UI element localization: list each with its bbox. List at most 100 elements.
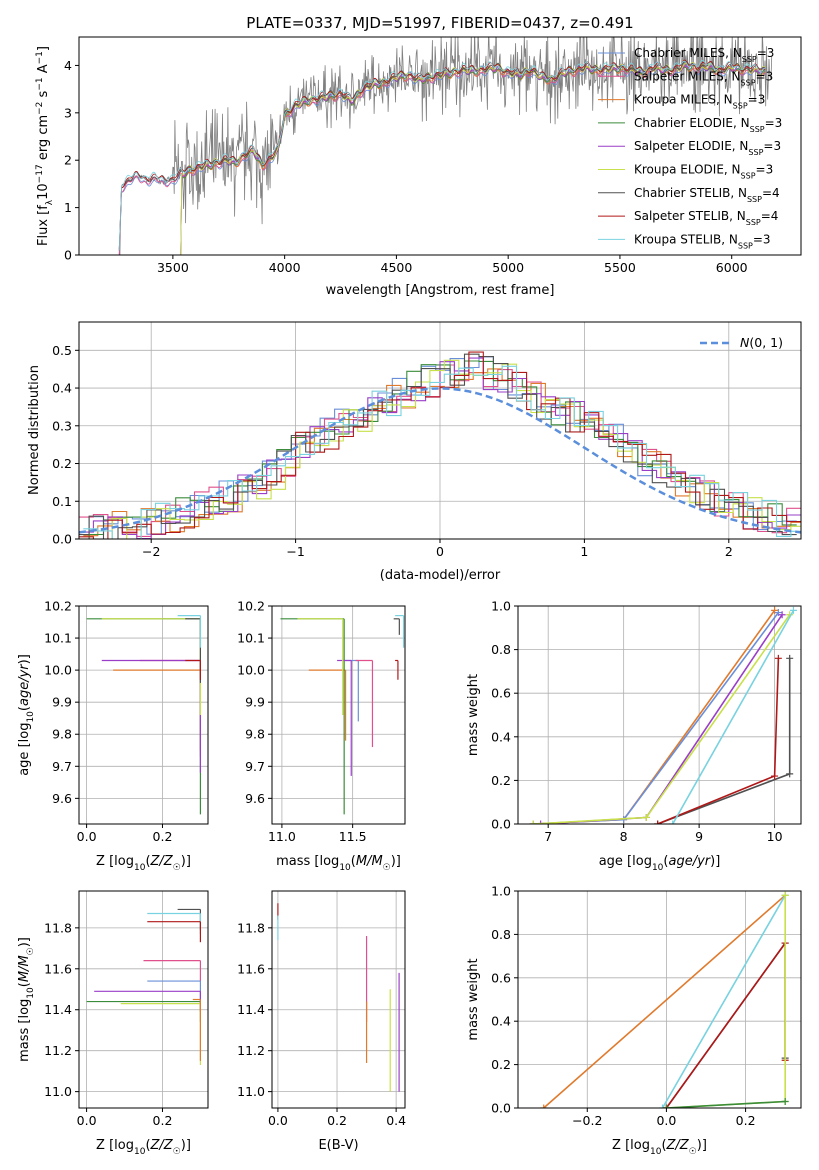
data-point-kroupa-stelib: [177, 615, 202, 648]
series-marker: [654, 820, 662, 824]
x-tick-label: 0.2: [153, 1113, 173, 1128]
data-point-chabrier-stelib: [177, 908, 202, 930]
data-point-chabrier-elodie: [86, 618, 202, 815]
x-tick-label: 3500: [157, 260, 189, 275]
plot-area-residuals: [79, 351, 801, 539]
series-chabrier-miles: [529, 609, 782, 824]
frame-mass_vs_ebv: 0.0 0.2 0.4 11.0 11.2 11.4 11.6 11.8: [237, 890, 406, 1128]
axes-age_vs_mass: [272, 605, 405, 824]
series-marker: [771, 772, 779, 780]
y-tick-label: 0.0: [491, 1101, 511, 1116]
x-tick-label: 1: [580, 544, 588, 559]
legend: N(0, 1): [700, 335, 783, 350]
data-point-kroupa-miles: [192, 998, 202, 1061]
x-tick-label: 2: [725, 544, 733, 559]
x-axis-label: Z [log10(Z/Z☉)]: [96, 854, 191, 873]
y-axis-label: age [log10(age/yr)]: [17, 654, 36, 776]
series-marker: [786, 770, 794, 778]
series-salpeter-stelib: [654, 654, 782, 824]
axes-frame: [271, 605, 406, 825]
series-marker: [789, 606, 797, 614]
plot-area-age_vs_mass: [280, 615, 405, 815]
x-tick-label: 0.0: [268, 1113, 288, 1128]
series-marker: [774, 609, 782, 617]
y-tick-label: 0: [64, 248, 72, 263]
y-tick-label: 10.0: [237, 663, 265, 678]
legend: Chabrier MILES, NSSP=3 Salpeter MILES, NS…: [598, 46, 782, 250]
y-axis-label: mass weight: [466, 674, 481, 756]
series-line: [533, 614, 791, 824]
x-tick-label: 0.2: [327, 1113, 347, 1128]
axes-frame: [78, 605, 209, 825]
histogram-salpeter-elodie: [79, 357, 801, 539]
histogram-kroupa-miles: [83, 368, 801, 537]
series-chabrier-elodie: [662, 1097, 789, 1108]
axes-frame: [78, 36, 802, 256]
x-tick-label: 0: [436, 544, 444, 559]
y-tick-label: 11.8: [44, 920, 72, 935]
y-tick-label: 0.6: [491, 686, 511, 701]
legend-entry-label: Kroupa MILES, NSSP=3: [634, 93, 765, 111]
x-tick-label: 7: [544, 829, 552, 844]
y-tick-label: 0.4: [491, 1014, 511, 1029]
y-tick-label: 0.6: [491, 970, 511, 985]
y-tick-label: 10.2: [237, 599, 265, 614]
x-tick-label: 8: [620, 829, 628, 844]
data-point-salpeter-elodie: [337, 659, 352, 776]
y-axis-label: mass [log10(M/M☉)]: [17, 937, 36, 1062]
y-tick-label: 2: [64, 153, 72, 168]
data-point-kroupa-miles: [308, 669, 347, 741]
y-tick-label: 0.5: [52, 343, 72, 358]
legend-entry-label: Chabrier MILES, NSSP=3: [634, 46, 774, 64]
series-kroupa-miles: [529, 606, 779, 824]
legend-entry-label: Salpeter MILES, NSSP=3: [634, 69, 773, 87]
x-axis-label: Z [log10(Z/Z☉)]: [96, 1138, 191, 1157]
plot-area-weight_vs_Z: [540, 891, 789, 1108]
legend-entry-label: N(0, 1): [740, 335, 783, 350]
series-line: [661, 894, 786, 1108]
series-marker: [642, 813, 650, 821]
series-salpeter-stelib: [662, 939, 789, 1108]
x-tick-label: −2: [142, 544, 160, 559]
y-tick-label: 1: [64, 200, 72, 215]
data-point-chabrier-elodie: [280, 618, 345, 815]
data-point-chabrier-elodie: [86, 1000, 202, 1023]
data-point-salpeter-miles: [139, 659, 202, 757]
plot-area-spectrum: [118, 37, 773, 255]
frame-mass_vs_Z: 0.0 0.2 11.0 11.2 11.4 11.6 11.8: [44, 890, 209, 1128]
observed-spectrum: [119, 37, 773, 255]
data-point-chabrier-miles: [162, 618, 202, 635]
histogram-salpeter-stelib: [79, 351, 801, 539]
series-marker: [781, 891, 789, 899]
y-tick-label: 11.2: [237, 1043, 265, 1058]
y-axis-label: Flux [fλ10−17 erg cm−2 s−1 A−1]: [35, 46, 55, 246]
data-point-kroupa-stelib: [395, 615, 405, 648]
y-tick-label: 0.0: [52, 532, 72, 547]
x-tick-label: 0.0: [77, 829, 97, 844]
x-axis-label: (data-model)/error: [380, 568, 501, 583]
plot-content: wavelength [Angstrom, rest frame] Flux [f…: [17, 37, 801, 1157]
y-tick-label: 11.0: [44, 1084, 72, 1099]
data-point-kroupa-stelib: [147, 912, 202, 934]
y-tick-label: 10.0: [44, 663, 72, 678]
data-point-salpeter-miles: [355, 659, 374, 748]
series-kroupa-stelib: [658, 891, 789, 1108]
y-tick-label: 4: [64, 58, 72, 73]
y-tick-label: 10.1: [237, 631, 265, 646]
data-point-kroupa-miles: [113, 669, 202, 751]
x-tick-label: 0.0: [77, 1113, 97, 1128]
histogram-chabrier-stelib: [79, 353, 797, 539]
y-tick-label: 9.8: [245, 727, 265, 742]
x-tick-label: −1: [286, 544, 304, 559]
axes-frame: [271, 890, 406, 1109]
x-tick-label: 10: [767, 829, 783, 844]
axes-weight_vs_Z: [518, 890, 801, 1109]
x-axis-label: Z [log10(Z/Z☉)]: [612, 1138, 707, 1157]
model-spectrum-chabrier-stelib: [118, 60, 766, 250]
series-marker: [774, 654, 782, 662]
y-tick-label: 9.6: [245, 791, 265, 806]
y-tick-label: 10.2: [44, 599, 72, 614]
series-kroupa-stelib: [669, 606, 797, 824]
series-marker: [771, 606, 779, 614]
series-line: [672, 610, 795, 824]
